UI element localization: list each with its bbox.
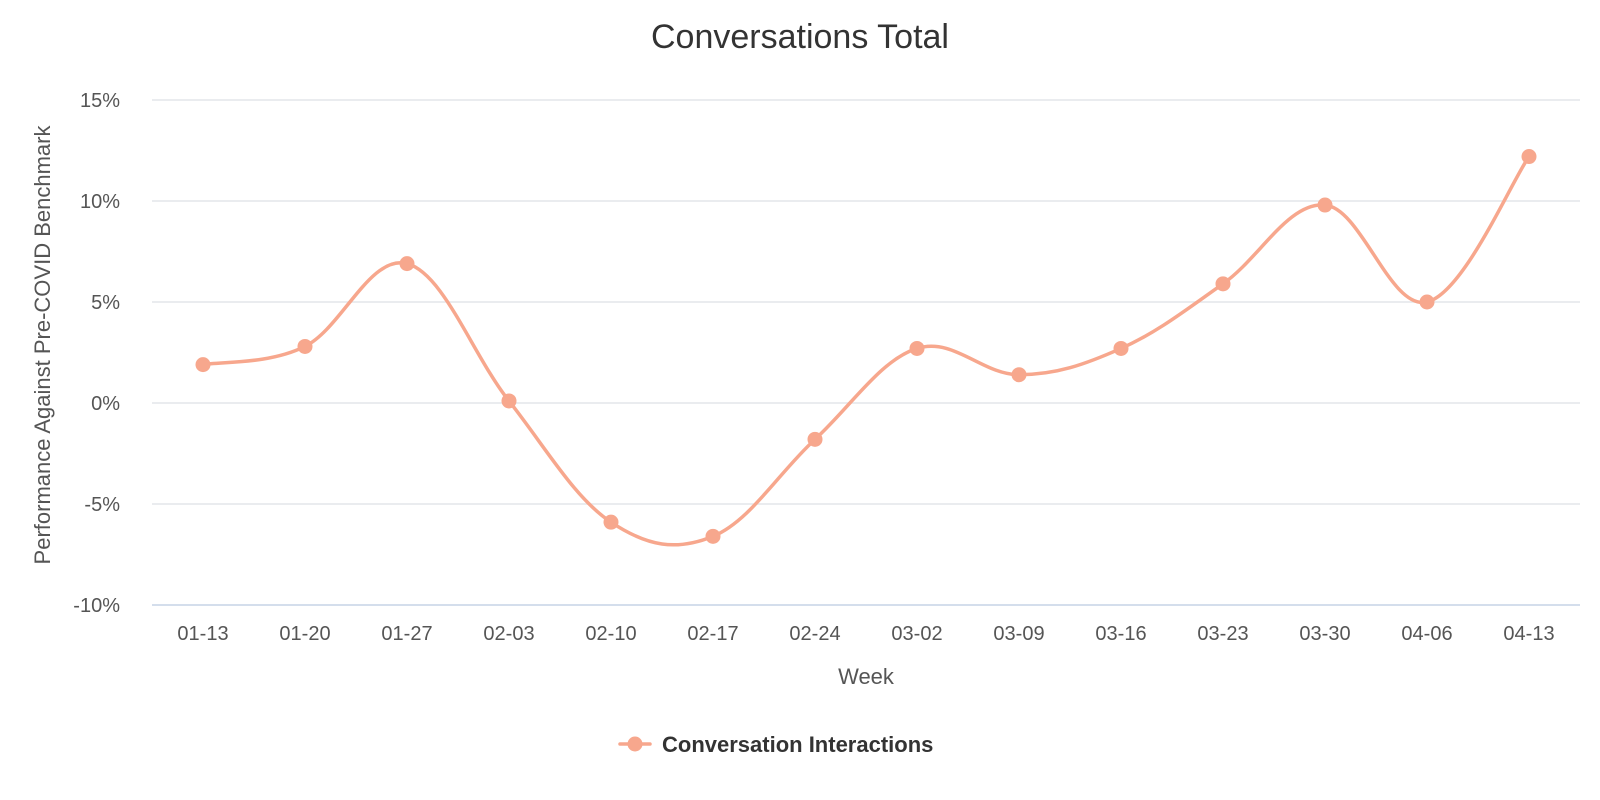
- data-point[interactable]: [1011, 367, 1027, 383]
- data-point[interactable]: [909, 340, 925, 356]
- x-tick-label: 03-23: [1197, 623, 1248, 645]
- x-tick-label: 02-24: [789, 623, 840, 645]
- x-axis-ticks: 01-13 01-20 01-27 02-03 02-10 02-17 02-24 03-02…: [177, 623, 1554, 645]
- y-tick-label: 5%: [91, 292, 120, 314]
- x-tick-label: 01-13: [177, 623, 228, 645]
- x-tick-label: 03-30: [1299, 623, 1350, 645]
- data-point[interactable]: [1317, 197, 1333, 213]
- x-axis-label: Week: [838, 664, 895, 689]
- data-point[interactable]: [399, 256, 415, 272]
- x-tick-label: 03-02: [891, 623, 942, 645]
- data-point[interactable]: [1419, 294, 1435, 310]
- series-line: [201, 154, 1531, 547]
- data-point[interactable]: [807, 431, 823, 447]
- y-axis-ticks: -10% -5% 0% 5% 10% 15%: [73, 90, 120, 617]
- x-tick-label: 01-20: [279, 623, 330, 645]
- data-point[interactable]: [297, 338, 313, 354]
- x-tick-label: 03-09: [993, 623, 1044, 645]
- data-point[interactable]: [603, 514, 619, 530]
- legend-marker-icon: [627, 736, 643, 752]
- data-point[interactable]: [1521, 149, 1537, 165]
- y-axis-label: Performance Against Pre-COVID Benchmark: [30, 125, 55, 565]
- series-layer: [195, 149, 1537, 547]
- x-tick-label: 04-13: [1503, 623, 1554, 645]
- x-tick-label: 02-10: [585, 623, 636, 645]
- data-point[interactable]: [195, 357, 211, 373]
- data-point[interactable]: [501, 393, 517, 409]
- data-point[interactable]: [1113, 340, 1129, 356]
- chart-title: Conversations Total: [651, 18, 949, 56]
- y-tick-label: 0%: [91, 393, 120, 415]
- y-tick-label: -10%: [73, 595, 120, 617]
- y-tick-label: -5%: [84, 494, 120, 516]
- data-point[interactable]: [1215, 276, 1231, 292]
- legend[interactable]: Conversation Interactions: [618, 732, 933, 757]
- data-point[interactable]: [705, 528, 721, 544]
- y-tick-label: 10%: [80, 191, 120, 213]
- gridlines: [152, 99, 1580, 606]
- x-tick-label: 02-03: [483, 623, 534, 645]
- legend-label[interactable]: Conversation Interactions: [662, 732, 933, 757]
- x-tick-label: 04-06: [1401, 623, 1452, 645]
- x-tick-label: 02-17: [687, 623, 738, 645]
- x-tick-label: 01-27: [381, 623, 432, 645]
- x-tick-label: 03-16: [1095, 623, 1146, 645]
- y-tick-label: 15%: [80, 90, 120, 112]
